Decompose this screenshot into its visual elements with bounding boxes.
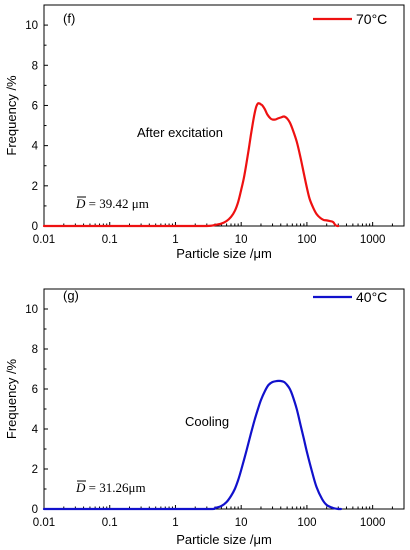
y-tick-label: 2 xyxy=(32,181,38,193)
x-tick-label: 1000 xyxy=(360,234,386,246)
chart-panel-f: 0 2 4 6 8 10 0.01 0.1 1 10 100 1000 Particle size /μ… xyxy=(4,4,405,261)
panel-label: (g) xyxy=(63,288,79,303)
y-tick-label: 0 xyxy=(32,221,38,233)
annotation-label: Cooling xyxy=(185,414,229,429)
y-tick-label: 10 xyxy=(25,20,38,32)
x-tick-label: 0.1 xyxy=(102,234,118,246)
y-tick-label: 8 xyxy=(32,344,38,356)
y-tick-label: 10 xyxy=(25,304,38,316)
mean-symbol: D xyxy=(75,480,86,495)
chart-panel-g: 0 2 4 6 8 10 0.01 0.1 1 10 100 1000 Particle size /μ… xyxy=(4,288,405,547)
x-tick-label: 0.1 xyxy=(102,517,118,529)
mean-diameter-label: D = 31.26μm xyxy=(75,480,146,495)
mean-value: = 31.26μm xyxy=(85,480,145,495)
y-tick-label: 4 xyxy=(32,424,39,436)
y-tick-label: 0 xyxy=(32,504,38,516)
x-tick-label: 10 xyxy=(235,517,248,529)
x-tick-label: 10 xyxy=(235,234,248,246)
mean-diameter-label: D = 39.42 μm xyxy=(75,196,149,211)
x-tick-label: 100 xyxy=(297,234,316,246)
x-axis-label: Particle size /μm xyxy=(176,246,272,261)
y-axis-label: Frequency /% xyxy=(4,358,19,439)
y-tick-label: 6 xyxy=(32,100,38,112)
y-tick-label: 6 xyxy=(32,384,38,396)
y-axis-label: Frequency /% xyxy=(4,75,19,156)
legend-label: 40°C xyxy=(356,289,387,305)
mean-value: = 39.42 μm xyxy=(85,196,148,211)
x-axis-label: Particle size /μm xyxy=(176,532,272,547)
annotation-label: After excitation xyxy=(137,125,223,140)
x-tick-label: 1000 xyxy=(360,517,386,529)
x-tick-label: 0.01 xyxy=(33,517,55,529)
plot-frame xyxy=(43,288,405,510)
plot-frame xyxy=(43,4,405,227)
series-line-40C xyxy=(42,379,343,511)
y-tick-label: 2 xyxy=(32,464,38,476)
x-tick-label: 1 xyxy=(172,517,178,529)
x-tick-label: 100 xyxy=(297,517,316,529)
y-tick-label: 8 xyxy=(32,60,38,72)
panel-label: (f) xyxy=(63,11,75,26)
series-line-70C xyxy=(42,102,340,228)
y-tick-label: 4 xyxy=(32,141,39,153)
x-tick-label: 0.01 xyxy=(33,234,55,246)
mean-symbol: D xyxy=(75,196,86,211)
legend-label: 70°C xyxy=(356,11,387,27)
x-tick-label: 1 xyxy=(172,234,178,246)
